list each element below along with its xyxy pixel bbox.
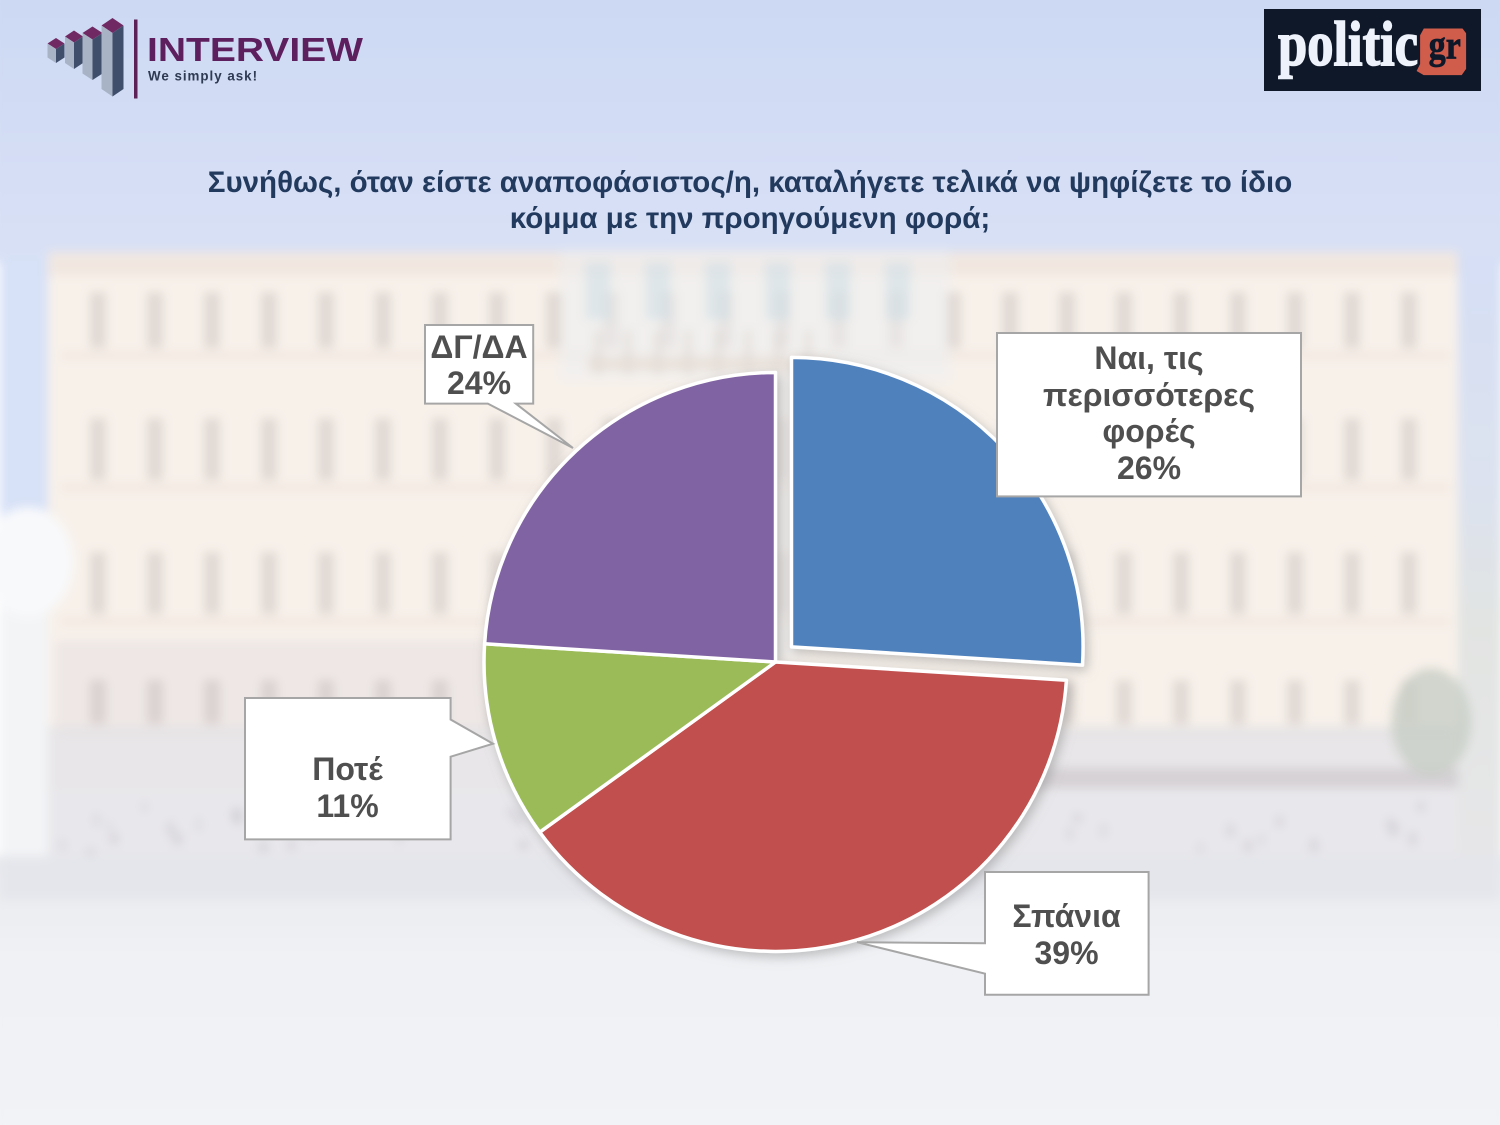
svg-text:gr: gr — [1429, 22, 1461, 67]
svg-text:politic: politic — [1278, 9, 1418, 79]
svg-text:INTERVIEW: INTERVIEW — [147, 31, 364, 68]
svg-text:We simply ask!: We simply ask! — [148, 69, 258, 84]
